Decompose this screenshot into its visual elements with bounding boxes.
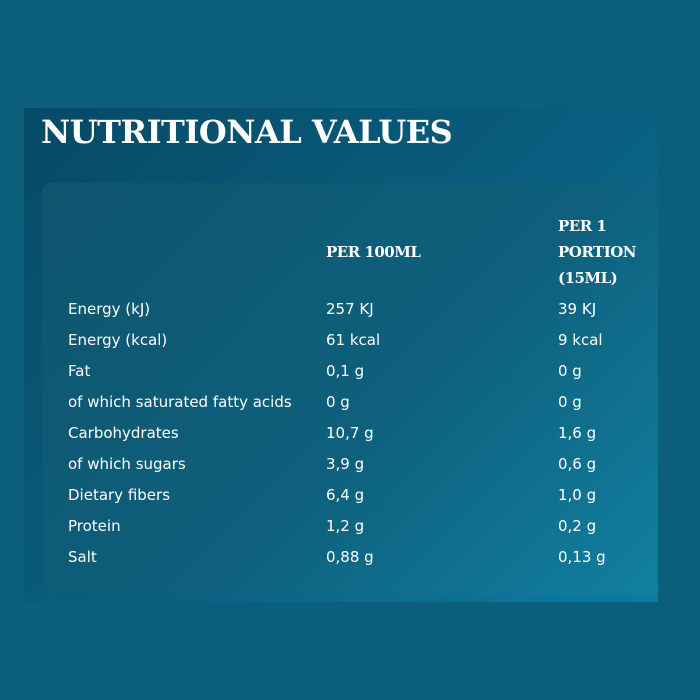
per-100ml-value: 3,9 g — [326, 455, 365, 473]
table-row: Energy (kJ) 257 KJ 39 KJ — [54, 294, 668, 325]
nutrient-name: Protein — [68, 517, 121, 535]
table-row: Energy (kcal) 61 kcal 9 kcal — [54, 325, 668, 356]
per-100ml-value: 6,4 g — [326, 486, 365, 504]
nutrient-name: Energy (kJ) — [68, 300, 151, 318]
table-row: Protein 1,2 g 0,2 g — [54, 511, 668, 542]
per-portion-value: 0,6 g — [558, 455, 597, 473]
per-100ml-value: 0,88 g — [326, 548, 374, 566]
per-100ml-value: 0,1 g — [326, 362, 365, 380]
per-100ml-value: 257 KJ — [326, 300, 374, 318]
nutrient-name: of which sugars — [68, 455, 186, 473]
per-portion-value: 39 KJ — [558, 300, 597, 318]
nutrition-card — [42, 183, 658, 595]
table-row: of which sugars 3,9 g 0,6 g — [54, 449, 668, 480]
per-portion-value: 0,13 g — [558, 548, 606, 566]
page-title: NUTRITIONAL VALUES — [41, 113, 453, 151]
per-portion-value: 0 g — [558, 362, 582, 380]
table-row: Carbohydrates 10,7 g 1,6 g — [54, 418, 668, 449]
per-portion-value: 0 g — [558, 393, 582, 411]
nutrient-name: Carbohydrates — [68, 424, 179, 442]
nutrient-name: Dietary fibers — [68, 486, 171, 504]
per-portion-value: 1,6 g — [558, 424, 597, 442]
nutrient-name: of which saturated fatty acids — [68, 393, 292, 411]
header-nutrient — [54, 207, 326, 294]
table-row: Dietary fibers 6,4 g 1,0 g — [54, 480, 668, 511]
per-100ml-value: 10,7 g — [326, 424, 374, 442]
nutrient-name: Salt — [68, 548, 97, 566]
header-per-100ml: PER 100ML — [326, 243, 421, 261]
per-100ml-value: 1,2 g — [326, 517, 365, 535]
nutrition-table: PER 100ML PER 1 PORTION (15ML) Energy (k… — [54, 207, 668, 573]
header-per-portion: PER 1 PORTION (15ML) — [558, 217, 637, 287]
table-row: Fat 0,1 g 0 g — [54, 356, 668, 387]
table-row: of which saturated fatty acids 0 g 0 g — [54, 387, 668, 418]
nutrient-name: Energy (kcal) — [68, 331, 168, 349]
per-100ml-value: 0 g — [326, 393, 350, 411]
per-100ml-value: 61 kcal — [326, 331, 381, 349]
per-portion-value: 0,2 g — [558, 517, 597, 535]
per-portion-value: 1,0 g — [558, 486, 597, 504]
table-header-row: PER 100ML PER 1 PORTION (15ML) — [54, 207, 668, 294]
table-row: Salt 0,88 g 0,13 g — [54, 542, 668, 573]
nutrient-name: Fat — [68, 362, 91, 380]
per-portion-value: 9 kcal — [558, 331, 603, 349]
